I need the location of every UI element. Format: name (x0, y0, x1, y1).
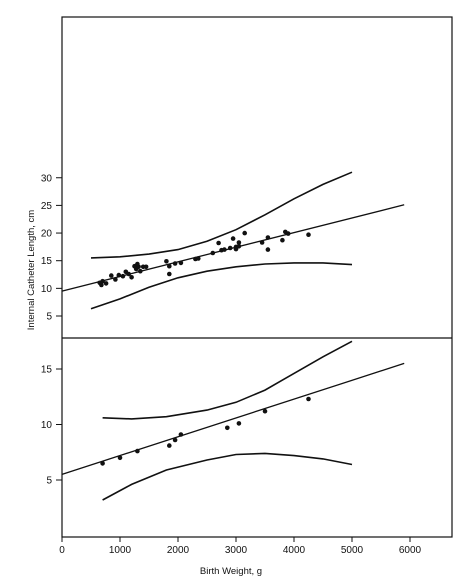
top-panel-upper-band (90, 171, 353, 259)
top-panel-data-point (100, 278, 105, 284)
top-panel-y-tick-label: 30 (41, 173, 53, 184)
top-panel-data-point (126, 271, 131, 277)
bottom-panel-data-point (306, 396, 311, 402)
top-panel-data-point (120, 273, 126, 279)
top-panel-data-point (103, 281, 109, 286)
top-panel-data-point (242, 230, 247, 236)
x-tick-label: 0 (59, 545, 65, 556)
top-panel-data-point (116, 272, 122, 278)
bottom-panel-data-point (100, 461, 105, 466)
top-panel-data-point (259, 240, 265, 245)
top-panel-data-point (216, 240, 221, 246)
top-panel-lower-band (90, 262, 353, 310)
bottom-panel-data-point (167, 443, 172, 448)
top-panel-y-tick-label: 25 (41, 201, 53, 212)
top-panel-data-point (236, 244, 242, 249)
x-tick-label: 2000 (167, 545, 190, 556)
top-panel-y-tick-label: 5 (46, 312, 52, 323)
top-panel-data-point (265, 247, 271, 252)
bottom-panel-upper-band (102, 340, 353, 420)
chart-marks: 5 10 15 20 25 30 5 10 15 0 1000 2000 3000 4000 5000 600… (41, 171, 422, 556)
bottom-panel-y-tick-label: 10 (41, 420, 53, 431)
top-panel-data-point (109, 273, 114, 278)
top-panel-data-point (306, 232, 311, 237)
bottom-panel-data-point (172, 437, 178, 443)
x-tick-label: 5000 (341, 545, 364, 556)
top-panel-data-point (129, 275, 134, 280)
bottom-panel-data-point (225, 425, 230, 431)
top-panel-data-point (99, 282, 104, 288)
plot-frame (61, 16, 453, 538)
top-panel-data-point (233, 246, 239, 252)
top-panel-data-point (280, 237, 285, 243)
top-panel-data-point (167, 263, 172, 269)
bottom-panel-data-point (236, 421, 242, 426)
bottom-panel-data-point (135, 448, 140, 454)
bottom-panel-data-point (178, 432, 184, 437)
top-panel-data-point (265, 235, 271, 240)
top-panel-y-tick-label: 20 (41, 229, 53, 240)
top-panel-y-tick-label: 15 (41, 256, 53, 267)
top-panel-data-point (178, 260, 184, 266)
top-panel-data-point (196, 256, 201, 261)
top-panel-data-point (172, 261, 178, 266)
top-panel-data-point (230, 236, 236, 241)
top-panel-regression-line (61, 204, 405, 292)
top-panel-data-point (113, 277, 118, 282)
x-tick-label: 3000 (225, 545, 248, 556)
top-panel-data-point (210, 250, 216, 256)
top-panel-data-point (236, 240, 242, 245)
top-panel-data-point (285, 231, 291, 236)
bottom-panel-lower-band (102, 452, 353, 501)
top-panel-data-point (143, 264, 149, 270)
bottom-panel-y-tick-label: 15 (41, 365, 53, 376)
top-panel-data-point (138, 268, 143, 274)
x-tick-label: 6000 (399, 545, 422, 556)
top-panel-data-point (167, 271, 172, 277)
top-panel-data-point (136, 264, 141, 270)
x-axis-title: Birth Weight, g (200, 566, 262, 577)
top-panel-data-point (222, 247, 227, 252)
top-panel-data-point (227, 245, 233, 251)
x-tick-label: 1000 (109, 545, 132, 556)
x-tick-label: 4000 (283, 545, 306, 556)
bottom-panel-data-point (117, 455, 123, 461)
top-panel-y-tick-label: 10 (41, 284, 53, 295)
bottom-panel-y-tick-label: 5 (46, 476, 52, 487)
top-panel-data-point (164, 259, 169, 264)
bottom-panel-data-point (262, 408, 268, 414)
y-axis-title: Internal Catheter Length, cm (26, 210, 37, 330)
